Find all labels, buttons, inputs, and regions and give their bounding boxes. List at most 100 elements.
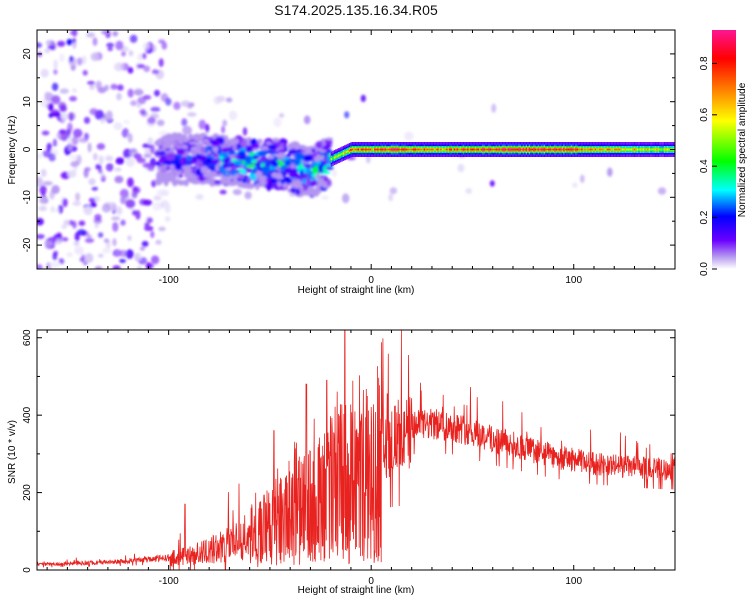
spectrogram-noise-cell	[58, 129, 67, 135]
spectrogram-noise-cell	[120, 195, 126, 205]
colorbar-label: Normalized spectral amplitude	[737, 82, 748, 217]
spectrogram-band-cell	[282, 143, 288, 149]
spectrogram-ridge-cell	[425, 148, 427, 151]
spectrogram-band-cell	[214, 180, 221, 184]
spectrogram-ridge-cell	[431, 148, 433, 151]
spectrogram-noise-cell	[84, 238, 95, 243]
spectrogram-noise-cell	[150, 106, 161, 112]
snr-xtick-label: 100	[565, 576, 582, 587]
spectrogram-ridge-cell	[360, 148, 363, 151]
spectrogram-band-cell	[258, 175, 267, 183]
spectrogram-band-cell	[223, 177, 233, 181]
spectrogram-noise-cell	[119, 188, 129, 198]
spectrogram-noise-cell	[127, 67, 134, 74]
spectrogram-ridge-cell	[524, 148, 526, 151]
spectrogram-noise-cell	[37, 176, 43, 187]
spectrogram-noise-cell	[331, 169, 337, 177]
spectrogram-ridge-cell	[492, 148, 495, 151]
spectrogram-band-cell	[172, 159, 181, 164]
spectrogram-noise-cell	[147, 116, 156, 125]
spectrogram-band-cell	[232, 144, 238, 151]
spectrogram-ridge-cell	[369, 148, 372, 151]
spectrogram-ridge-cell	[543, 148, 546, 151]
spectrogram-ridge-cell	[506, 148, 508, 151]
spectrogram-noise-cell	[44, 240, 53, 248]
spectrogram-band-cell	[261, 155, 266, 162]
spectrogram-noise-cell	[98, 253, 104, 258]
spectrogram-ridge-cell	[426, 148, 429, 151]
spectrogram-band-cell	[234, 160, 244, 166]
spectrogram-noise-cell	[232, 189, 242, 196]
spectrogram-noise-cell	[152, 202, 162, 211]
spectrogram-noise-cell	[51, 185, 60, 194]
spectrogram-noise-cell	[38, 205, 47, 212]
spectrogram-noise-cell	[160, 189, 170, 197]
spectrogram-band-cell	[173, 179, 178, 183]
spectrogram-ridge-cell	[593, 148, 595, 151]
spectrogram-band-cell	[223, 169, 229, 174]
snr-frame	[36, 329, 676, 571]
spectrogram-ridge-cell	[437, 148, 439, 151]
spectrogram-noise-cell	[94, 214, 102, 221]
spectrogram-noise-cell	[97, 232, 104, 238]
spectrogram-noise-cell	[94, 266, 103, 269]
spectrogram-noise-cell	[46, 142, 52, 153]
spectrogram-ridge-cell	[627, 148, 630, 151]
spectrogram-noise-cell	[40, 168, 47, 178]
colorbar-tick-label: 0.0	[699, 262, 710, 276]
spectrogram-ridge-cell	[507, 148, 510, 151]
spectrogram-noise-cell	[156, 119, 165, 127]
spectrogram-band-cell	[168, 135, 173, 142]
spectrogram-noise-cell	[115, 206, 123, 215]
spectrogram-band-cell	[318, 140, 323, 147]
spectrogram-xtick-label: 0	[368, 275, 374, 286]
spectrogram-band-cell	[315, 173, 321, 180]
spectrogram-noise-cell	[104, 84, 109, 91]
spectrogram-noise-cell	[78, 220, 86, 226]
spectrogram-noise-cell	[88, 197, 96, 203]
spectrogram-ridge-cell	[396, 148, 399, 151]
spectrogram-band-cell	[160, 167, 168, 173]
spectrogram-ridge-cell	[440, 148, 442, 151]
spectrogram-ridge-cell	[335, 155, 337, 158]
spectrogram-noise-cell	[112, 221, 119, 232]
spectrogram-ridge-cell	[447, 148, 450, 151]
spectrogram-ridge-cell	[452, 148, 454, 151]
spectrogram-band-cell	[156, 174, 162, 179]
spectrogram-ridge-cell	[513, 148, 516, 151]
spectrogram-ridge-cell	[501, 148, 504, 151]
spectrogram-ridge-cell	[518, 148, 520, 151]
spectrogram-ridge-cell	[449, 148, 451, 151]
spectrogram-ridge-cell	[540, 148, 543, 151]
spectrogram-noise-cell	[90, 52, 101, 61]
spectrogram-noise-cell	[142, 199, 153, 206]
spectrogram-noise-cell	[96, 143, 106, 150]
spectrogram-ridge-cell	[549, 148, 552, 151]
spectrogram-noise-cell	[95, 80, 102, 90]
spectrogram-noise-cell	[54, 208, 60, 213]
spectrogram-ridge-cell	[471, 148, 474, 151]
spectrogram-band-cell	[285, 153, 292, 158]
spectrogram-ridge-cell	[354, 148, 357, 151]
spectrogram-ridge-cell	[558, 148, 561, 151]
spectrogram-noise-cell	[72, 88, 77, 93]
spectrogram-band-cell	[280, 165, 285, 173]
spectrogram-band-cell	[202, 141, 208, 145]
spectrogram-band-cell	[219, 155, 224, 160]
spectrogram-band-cell	[224, 135, 229, 142]
spectrogram-ridge-cell	[438, 148, 441, 151]
spectrogram-band-cell	[271, 138, 280, 142]
spectrogram-ridge-cell	[545, 148, 547, 151]
spectrogram-band-cell	[177, 179, 186, 186]
spectrogram-ridge-cell	[516, 148, 519, 151]
spectrogram-ridge-cell	[405, 148, 408, 151]
spectrogram-band-cell	[190, 146, 199, 153]
spectrogram-band-cell	[212, 146, 219, 152]
spectrogram-noise-cell	[45, 39, 54, 46]
spectrogram-band-cell	[176, 148, 186, 156]
spectrogram-ridge-cell	[572, 148, 574, 151]
spectrogram-band-cell	[250, 143, 260, 149]
spectrogram-ridge-cell	[477, 148, 480, 151]
spectrogram-noise-cell	[114, 62, 124, 72]
